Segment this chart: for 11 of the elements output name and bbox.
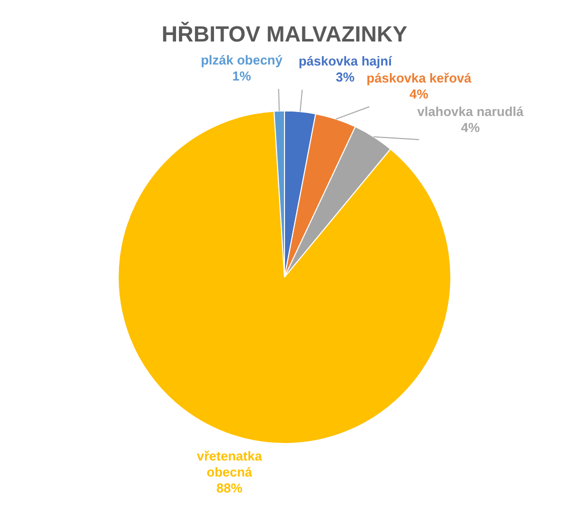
chart-title: HŘBITOV MALVAZINKY [162, 21, 408, 46]
data-label: 3% [336, 69, 356, 84]
data-label: 4% [461, 120, 480, 135]
data-label: 4% [410, 86, 429, 102]
slice-label: páskovka keřová [366, 70, 472, 86]
data-label: 1% [232, 68, 252, 84]
slice-label: vlahovka narudlá [417, 104, 524, 119]
slice-label: plzák obecný [200, 52, 284, 68]
data-label: 88% [216, 480, 243, 496]
slice-label: páskovka hajní [298, 53, 392, 68]
slice-label: vřetenatka obecná [196, 448, 263, 480]
